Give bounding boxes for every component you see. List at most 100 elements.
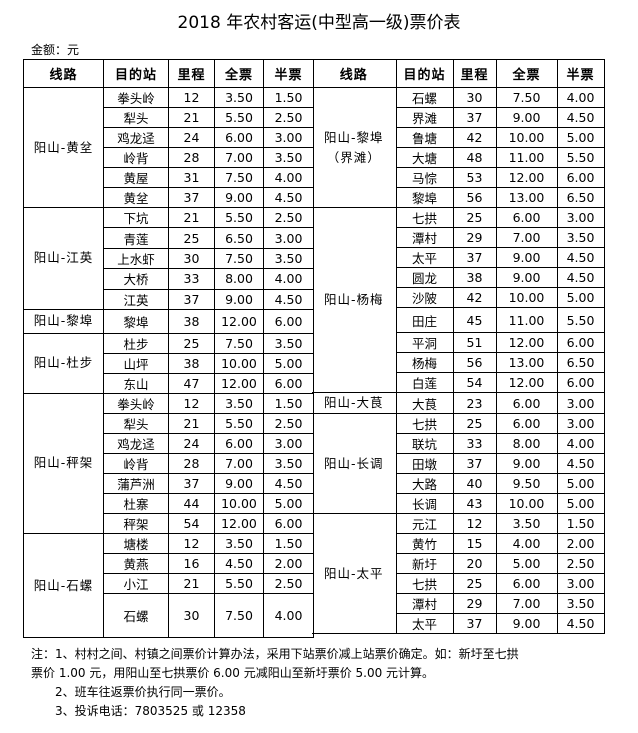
route-cell: 阳山-石螺 — [23, 532, 104, 639]
destination-cell: 黄竹 — [395, 533, 454, 554]
header-row: 线路 目的站 里程 全票 半票 — [312, 59, 605, 88]
destination-cell: 平洞 — [395, 332, 454, 353]
distance-cell: 47 — [168, 372, 215, 394]
distance-cell: 30 — [168, 592, 215, 639]
table-row: 太平 37 9.00 4.50 — [312, 247, 605, 268]
half-fare-cell: 3.50 — [263, 452, 314, 474]
destination-cell: 联坑 — [395, 433, 454, 454]
table-row: 马悰 53 12.00 6.00 — [312, 167, 605, 188]
table-row: 阳山-大茛 大茛 23 6.00 3.00 — [312, 392, 605, 414]
full-fare-cell: 10.00 — [495, 127, 558, 148]
destination-cell: 上水虾 — [103, 247, 169, 270]
full-fare-cell: 5.50 — [214, 412, 264, 434]
full-fare-cell: 7.50 — [495, 87, 558, 108]
distance-cell: 24 — [168, 432, 215, 454]
full-fare-cell: 9.00 — [495, 107, 558, 128]
full-fare-cell: 10.00 — [214, 352, 264, 374]
full-fare-cell: 9.00 — [214, 288, 264, 310]
distance-cell: 53 — [452, 167, 497, 188]
full-fare-cell: 5.00 — [495, 553, 558, 574]
route-cell: 阳山-黎埠（界滩） — [312, 87, 397, 208]
half-fare-cell: 2.50 — [263, 412, 314, 434]
half-fare-cell: 3.00 — [263, 227, 314, 249]
half-fare-cell: 6.50 — [556, 187, 605, 208]
half-fare-cell: 6.00 — [263, 308, 314, 334]
full-fare-cell: 6.00 — [495, 207, 558, 228]
table-row: 潭村 29 7.00 3.50 — [312, 227, 605, 248]
half-fare-cell: 3.50 — [556, 227, 605, 248]
destination-cell: 大桥 — [103, 268, 169, 290]
distance-cell: 21 — [168, 572, 215, 594]
destination-cell: 犁头 — [103, 412, 169, 434]
destination-cell: 沙陂 — [395, 287, 454, 308]
full-fare-cell: 13.00 — [495, 187, 558, 208]
destination-cell: 长调 — [395, 493, 454, 514]
full-fare-cell: 7.00 — [495, 593, 558, 614]
half-fare-cell: 3.00 — [263, 127, 314, 148]
half-fare-cell: 4.50 — [556, 247, 605, 268]
destination-cell: 东山 — [103, 372, 169, 394]
destination-cell: 黎埠 — [395, 187, 454, 208]
destination-cell: 蒲芦洲 — [103, 472, 169, 494]
table-row: 平洞 51 12.00 6.00 — [312, 332, 605, 353]
table-row: 阳山-杜步 杜步 25 7.50 3.50 — [23, 332, 314, 394]
table-row: 黄竹 15 4.00 2.00 — [312, 533, 605, 554]
distance-cell: 42 — [452, 287, 497, 308]
distance-cell: 37 — [168, 472, 215, 494]
distance-cell: 38 — [168, 308, 215, 334]
full-fare-cell: 6.00 — [495, 413, 558, 434]
table-row: 岭背 28 7.00 3.50 — [24, 147, 314, 168]
half-fare-cell: 2.50 — [263, 572, 314, 594]
table-row: 长调 43 10.00 5.00 — [312, 493, 605, 514]
table-row: 阳山-太平 元江 12 3.50 1.50 — [312, 513, 605, 634]
distance-cell: 12 — [168, 392, 215, 414]
note-1-line-2: 票价 1.00 元，用阳山至七拱票价 6.00 元减阳山至新圩票价 5.00 元… — [31, 666, 435, 680]
half-fare-cell: 3.00 — [556, 207, 605, 228]
half-fare-cell: 1.50 — [556, 513, 605, 534]
table-row: 小江 21 5.50 2.50 — [24, 572, 314, 594]
route-cell: 阳山-杨梅 — [312, 207, 397, 393]
distance-cell: 45 — [452, 307, 497, 333]
destination-cell: 下坑 — [103, 206, 169, 229]
half-fare-cell: 6.50 — [556, 352, 605, 373]
full-fare-cell: 7.00 — [214, 452, 264, 474]
destination-cell: 潭村 — [395, 227, 454, 248]
half-fare-cell: 2.00 — [556, 533, 605, 554]
full-fare-cell: 4.50 — [214, 552, 264, 574]
half-fare-cell: 5.00 — [556, 493, 605, 514]
distance-cell: 48 — [452, 147, 497, 168]
half-fare-cell: 1.50 — [263, 87, 314, 108]
half-fare-cell: 4.00 — [263, 268, 314, 290]
fare-table-left: 线路 目的站 里程 全票 半票 阳山-黄坌 拳头岭 12 3.50 1.50 犁头 21 5.… — [23, 59, 314, 639]
full-fare-cell: 12.00 — [214, 372, 264, 394]
full-fare-cell: 12.00 — [214, 308, 264, 334]
half-fare-cell: 2.50 — [263, 206, 314, 229]
half-fare-cell: 5.00 — [556, 287, 605, 308]
note-2: 2、班车往返票价执行同一票价。 — [55, 685, 231, 699]
header-distance: 里程 — [452, 59, 497, 88]
table-row: 蒲芦洲 37 9.00 4.50 — [24, 472, 314, 494]
distance-cell: 42 — [452, 127, 497, 148]
table-row: 白莲 54 12.00 6.00 — [312, 372, 605, 393]
half-fare-cell: 6.00 — [263, 372, 314, 394]
full-fare-cell: 3.50 — [214, 532, 264, 554]
table-row: 黎埠 56 13.00 6.50 — [312, 187, 605, 208]
distance-cell: 37 — [452, 107, 497, 128]
half-fare-cell: 3.50 — [556, 593, 605, 614]
full-fare-cell: 9.00 — [214, 187, 264, 208]
table-row: 田墩 37 9.00 4.50 — [312, 453, 605, 474]
notes: 注：1、村村之间、村镇之间票价计算办法，采用下站票价减上站票价确定。如：新圩至七… — [31, 645, 611, 721]
full-fare-cell: 3.50 — [214, 87, 264, 108]
destination-cell: 拳头岭 — [103, 87, 169, 108]
destination-cell: 秤架 — [103, 512, 169, 534]
distance-cell: 37 — [452, 613, 497, 634]
destination-cell: 田墩 — [395, 453, 454, 474]
table-row: 犁头 21 5.50 2.50 — [24, 412, 314, 434]
destination-cell: 拳头岭 — [103, 392, 169, 414]
currency-unit-label: 金额：元 — [31, 43, 80, 57]
half-fare-cell: 6.00 — [556, 167, 605, 188]
destination-cell: 大茛 — [395, 392, 454, 414]
destination-cell: 黄燕 — [103, 552, 169, 574]
distance-cell: 25 — [168, 332, 215, 354]
half-fare-cell: 3.50 — [263, 247, 314, 270]
